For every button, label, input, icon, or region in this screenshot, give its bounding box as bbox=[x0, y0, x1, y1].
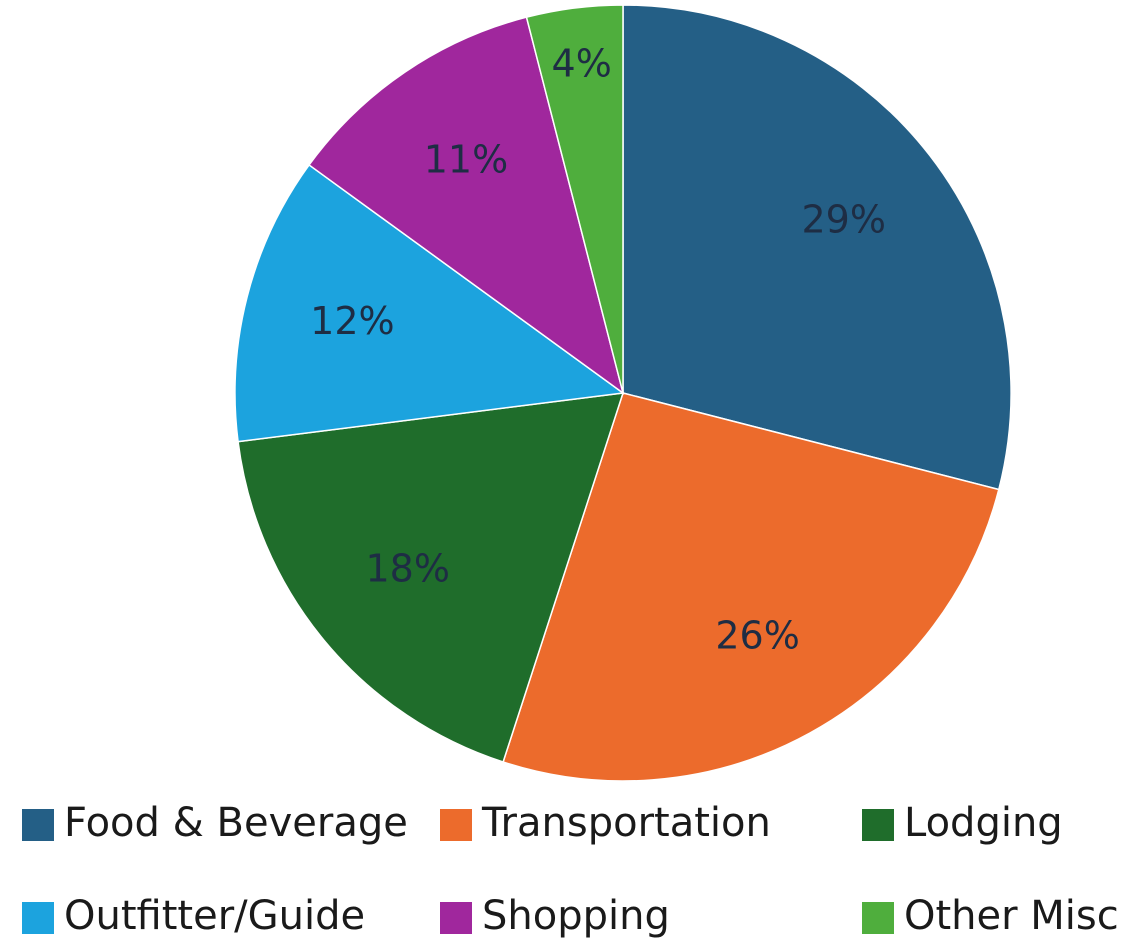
pie-slice bbox=[622, 4, 1012, 491]
data-label: 12% bbox=[310, 299, 394, 343]
legend-swatch bbox=[440, 902, 472, 934]
pie-slice bbox=[525, 4, 624, 394]
legend-label: Other Misc bbox=[904, 893, 1119, 939]
pie-slice bbox=[502, 392, 1000, 782]
pie-slice bbox=[234, 163, 625, 443]
legend-label: Shopping bbox=[482, 893, 670, 939]
pie-slice bbox=[308, 16, 625, 395]
legend-label: Food & Beverage bbox=[64, 800, 408, 846]
data-label: 26% bbox=[715, 613, 799, 657]
legend-label: Transportation bbox=[481, 800, 771, 846]
legend-swatch bbox=[22, 809, 54, 841]
legend-label: Outfitter/Guide bbox=[64, 893, 365, 939]
data-label: 4% bbox=[552, 41, 612, 85]
legend-label: Lodging bbox=[904, 800, 1063, 846]
pie-slice bbox=[237, 392, 625, 763]
legend-swatch bbox=[440, 809, 472, 841]
data-label: 29% bbox=[802, 197, 886, 241]
data-label: 11% bbox=[424, 137, 508, 181]
legend-swatch bbox=[22, 902, 54, 934]
data-label: 18% bbox=[366, 547, 450, 591]
legend-swatch bbox=[862, 809, 894, 841]
legend-swatch bbox=[862, 902, 894, 934]
